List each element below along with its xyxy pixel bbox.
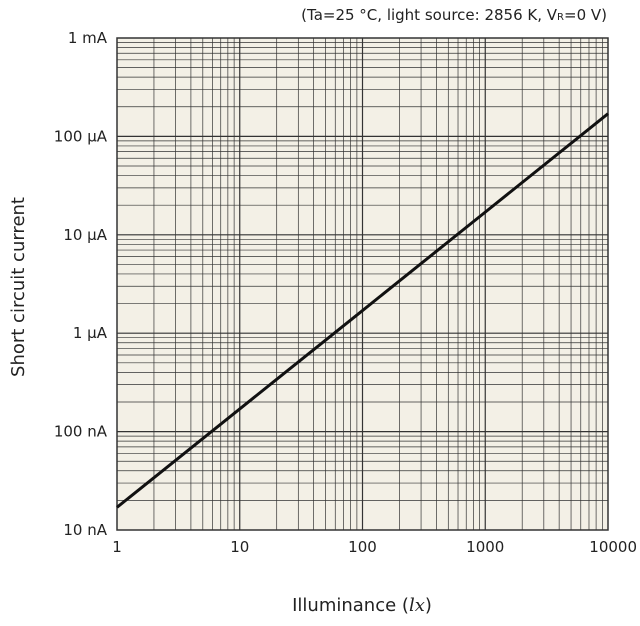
grid-lines (117, 38, 608, 530)
measurement-conditions: (Ta=25 °C, light source: 2856 K, VR=0 V) (301, 6, 607, 24)
y-tick-label: 10 μA (63, 226, 107, 244)
x-tick-label: 10 (230, 538, 249, 556)
x-tick-labels: 1 10 100 1000 10000 (112, 538, 637, 556)
conditions-suffix: =0 V) (564, 6, 607, 24)
series-group (116, 112, 609, 509)
y-tick-label: 1 μA (73, 324, 108, 342)
y-axis-title: Short circuit current (8, 197, 29, 377)
x-tick-label: 10000 (589, 538, 637, 556)
x-axis-title-text: Illuminance ( (292, 595, 409, 616)
x-tick-label: 100 (348, 538, 377, 556)
y-tick-label: 100 μA (54, 127, 108, 145)
x-tick-label: 1 (112, 538, 122, 556)
y-tick-labels: 10 nA 100 nA 1 μA 10 μA 100 μA 1 mA (54, 29, 108, 539)
x-axis-title-close: ) (425, 595, 432, 616)
x-axis-unit: lx (409, 595, 425, 616)
x-axis-title: Illuminance (lx) (292, 595, 432, 616)
y-tick-label: 1 mA (68, 29, 108, 47)
y-tick-label: 100 nA (54, 423, 108, 441)
x-tick-label: 1000 (466, 538, 504, 556)
plot-frame (116, 37, 609, 531)
series-line-1 (116, 112, 609, 509)
y-tick-label: 10 nA (63, 521, 107, 539)
conditions-subscript: R (557, 12, 564, 23)
conditions-prefix: (Ta=25 °C, light source: 2856 K, V (301, 6, 558, 24)
